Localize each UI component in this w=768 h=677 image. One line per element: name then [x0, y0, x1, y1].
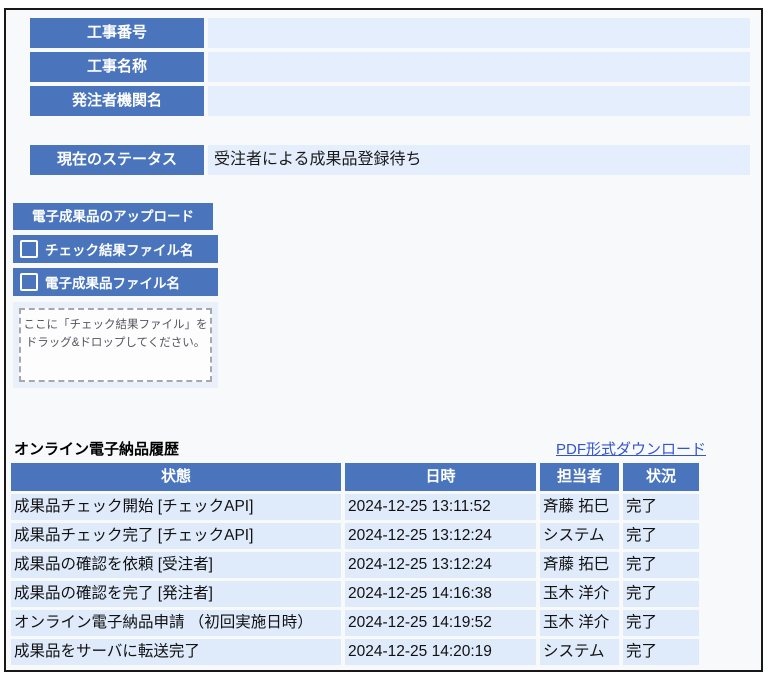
- current-status-label: 現在のステータス: [30, 145, 204, 175]
- history-table-header-row: 状態 日時 担当者 状況: [11, 463, 709, 491]
- orderer-org-value: [208, 86, 750, 116]
- table-row: 成果品をサーバに転送完了 2024-12-25 14:20:19 システム 完了: [11, 639, 709, 665]
- page-frame: 工事番号 工事名称 発注者機関名 現在のステータス 受注者による成果品登録待ち …: [4, 8, 763, 672]
- table-row: 成果品の確認を完了 [発注者] 2024-12-25 14:16:38 玉木 洋…: [11, 581, 709, 607]
- row-state-cell: 成果品をサーバに転送完了: [11, 639, 341, 665]
- row-datetime-cell: 2024-12-25 13:12:24: [345, 552, 536, 578]
- row-person-cell: システム: [540, 639, 619, 665]
- row-person-cell: 玉木 洋介: [540, 581, 619, 607]
- deliverable-file-label: 電子成果品ファイル名: [45, 276, 180, 291]
- upload-section-title: 電子成果品のアップロード: [13, 203, 213, 230]
- deliverable-file-checkbox[interactable]: [20, 273, 38, 291]
- construction-name-value: [208, 52, 750, 82]
- row-person-cell: 斉藤 拓巳: [540, 494, 619, 520]
- current-status-value: 受注者による成果品登録待ち: [208, 145, 750, 175]
- dropzone-text-line1: ここに「チェック結果ファイル」を: [23, 319, 208, 331]
- file-drop-zone[interactable]: ここに「チェック結果ファイル」を ドラッグ&ドロップしてください。: [19, 308, 212, 382]
- history-header: オンライン電子納品履歴 PDF形式ダウンロード: [14, 437, 706, 459]
- orderer-org-label: 発注者機関名: [30, 86, 204, 116]
- table-row: 成果品チェック開始 [チェックAPI] 2024-12-25 13:11:52 …: [11, 494, 709, 520]
- row-datetime-cell: 2024-12-25 13:11:52: [345, 494, 536, 520]
- construction-name-label: 工事名称: [30, 52, 204, 82]
- row-state-cell: オンライン電子納品申請 （初回実施日時）: [11, 610, 341, 636]
- table-row: 成果品の確認を依頼 [受注者] 2024-12-25 13:12:24 斉藤 拓…: [11, 552, 709, 578]
- row-state-cell: 成果品の確認を完了 [発注者]: [11, 581, 341, 607]
- row-person-cell: システム: [540, 523, 619, 549]
- row-result-cell: 完了: [623, 494, 699, 520]
- row-result-cell: 完了: [623, 610, 699, 636]
- info-row-construction-number: 工事番号: [30, 18, 750, 48]
- row-state-cell: 成果品チェック完了 [チェックAPI]: [11, 523, 341, 549]
- check-result-file-checkbox[interactable]: [20, 240, 38, 258]
- column-header-result: 状況: [623, 463, 699, 491]
- row-person-cell: 斉藤 拓巳: [540, 552, 619, 578]
- row-datetime-cell: 2024-12-25 14:19:52: [345, 610, 536, 636]
- row-datetime-cell: 2024-12-25 14:16:38: [345, 581, 536, 607]
- check-result-file-label: チェック結果ファイル名: [45, 243, 194, 258]
- row-result-cell: 完了: [623, 581, 699, 607]
- row-datetime-cell: 2024-12-25 14:20:19: [345, 639, 536, 665]
- row-result-cell: 完了: [623, 552, 699, 578]
- row-datetime-cell: 2024-12-25 13:12:24: [345, 523, 536, 549]
- row-state-cell: 成果品の確認を依頼 [受注者]: [11, 552, 341, 578]
- row-result-cell: 完了: [623, 639, 699, 665]
- dropzone-container: ここに「チェック結果ファイル」を ドラッグ&ドロップしてください。: [13, 302, 218, 388]
- column-header-person: 担当者: [540, 463, 619, 491]
- upload-section: 電子成果品のアップロード チェック結果ファイル名 電子成果品ファイル名 ここに「…: [13, 203, 223, 388]
- column-header-datetime: 日時: [345, 463, 536, 491]
- info-row-construction-name: 工事名称: [30, 52, 750, 82]
- construction-number-value: [208, 18, 750, 48]
- dropzone-text-line2: ドラッグ&ドロップしてください。: [25, 336, 206, 349]
- table-row: 成果品チェック完了 [チェックAPI] 2024-12-25 13:12:24 …: [11, 523, 709, 549]
- current-status-row: 現在のステータス 受注者による成果品登録待ち: [30, 145, 750, 175]
- table-row: オンライン電子納品申請 （初回実施日時） 2024-12-25 14:19:52…: [11, 610, 709, 636]
- deliverable-file-row[interactable]: 電子成果品ファイル名: [13, 268, 218, 296]
- column-header-state: 状態: [11, 463, 341, 491]
- pdf-download-link[interactable]: PDF形式ダウンロード: [555, 441, 706, 458]
- history-table: 状態 日時 担当者 状況 成果品チェック開始 [チェックAPI] 2024-12…: [11, 463, 709, 668]
- history-title: オンライン電子納品履歴: [14, 441, 180, 458]
- check-result-file-row[interactable]: チェック結果ファイル名: [13, 235, 218, 263]
- row-person-cell: 玉木 洋介: [540, 610, 619, 636]
- row-result-cell: 完了: [623, 523, 699, 549]
- construction-info-table: 工事番号 工事名称 発注者機関名: [30, 18, 750, 120]
- info-row-orderer-org: 発注者機関名: [30, 86, 750, 116]
- row-state-cell: 成果品チェック開始 [チェックAPI]: [11, 494, 341, 520]
- construction-number-label: 工事番号: [30, 18, 204, 48]
